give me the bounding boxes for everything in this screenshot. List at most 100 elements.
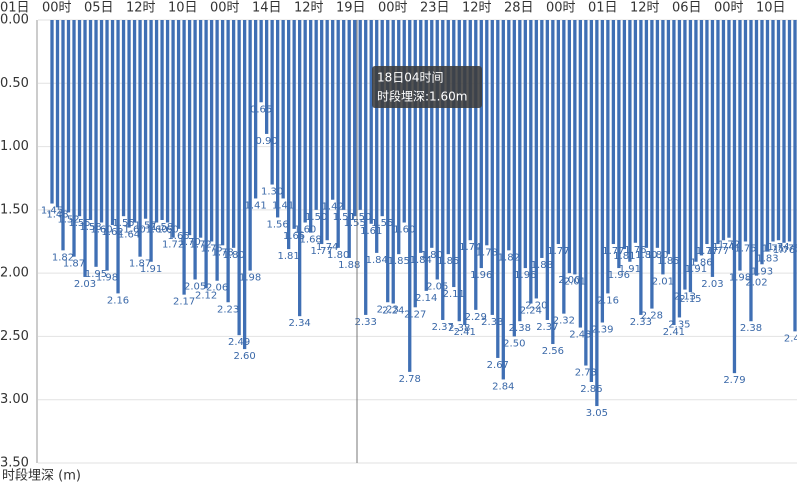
bar	[424, 20, 428, 291]
bar	[639, 20, 643, 315]
value-label: 1.60	[156, 225, 178, 236]
value-label: 1.58	[151, 222, 173, 233]
value-label: 2.35	[668, 319, 690, 330]
bar	[176, 20, 181, 229]
bar	[413, 20, 417, 308]
bar	[496, 20, 500, 358]
bar	[644, 20, 649, 248]
value-label: 2.15	[679, 294, 701, 305]
value-label: 1.84	[410, 255, 432, 266]
value-label: 2.33	[630, 317, 652, 328]
bar	[116, 20, 120, 294]
bar	[99, 20, 104, 223]
y-tick-label: 0.50	[0, 76, 29, 91]
value-label: 1.72	[162, 240, 184, 251]
value-label: 1.98	[239, 273, 261, 284]
value-label: 1.68	[300, 235, 322, 246]
value-label: 1.60	[145, 225, 167, 236]
value-label: 1.65	[283, 231, 305, 242]
bars	[50, 20, 797, 407]
value-label: 1.77	[311, 246, 333, 257]
value-label: 2.23	[217, 304, 239, 315]
value-label: 2.01	[652, 276, 674, 287]
x-tick-label: 01日	[588, 1, 618, 16]
bar	[303, 20, 307, 223]
value-label: 1.50	[349, 212, 371, 223]
value-label: 0.65	[250, 104, 272, 115]
bar	[551, 20, 555, 345]
value-label: 2.29	[465, 312, 487, 323]
value-label: 1.60	[123, 225, 145, 236]
bar	[298, 20, 302, 317]
bar	[66, 20, 71, 213]
bar	[264, 20, 269, 134]
bar	[242, 20, 247, 350]
value-label: 1.74	[316, 242, 338, 253]
value-label: 1.60	[393, 225, 415, 236]
value-label: 1.75	[734, 244, 756, 255]
bar	[529, 20, 533, 304]
value-label: 2.73	[575, 368, 597, 379]
value-label: 2.56	[542, 346, 564, 357]
bar	[705, 20, 709, 245]
bar	[782, 20, 786, 243]
bar	[655, 20, 660, 248]
bar	[738, 20, 742, 271]
value-label: 1.85	[437, 256, 459, 267]
value-label: 1.91	[685, 264, 707, 275]
value-label: 2.33	[481, 317, 503, 328]
value-label: 1.62	[101, 227, 123, 238]
bar	[776, 20, 781, 241]
value-label: 1.91	[619, 264, 641, 275]
bar	[672, 20, 676, 326]
value-label: 2.20	[525, 300, 547, 311]
x-tick-label: 00时	[210, 1, 240, 16]
x-tick-label: 10日	[168, 1, 198, 16]
value-label: 1.60	[90, 225, 112, 236]
value-label: 1.85	[388, 256, 410, 267]
value-label: 1.76	[773, 245, 795, 256]
value-label: 2.46	[784, 333, 797, 344]
value-label: 1.83	[756, 254, 778, 265]
value-label: 1.85	[657, 256, 679, 267]
bar	[512, 20, 516, 337]
value-label: 2.39	[591, 325, 613, 336]
bar	[666, 20, 671, 255]
bar	[215, 20, 219, 281]
y-tick-label: 2.00	[0, 266, 29, 281]
value-label: 2.43	[569, 330, 591, 341]
bar	[187, 20, 192, 236]
bar	[485, 20, 489, 246]
bar	[441, 20, 445, 320]
bar	[468, 20, 472, 241]
value-label: 2.86	[580, 384, 602, 395]
value-label: 1.80	[222, 250, 244, 261]
bar	[699, 20, 704, 256]
bar	[584, 20, 588, 366]
bar	[518, 20, 522, 322]
bar	[573, 20, 577, 275]
y-tick-label: 1.50	[0, 202, 29, 217]
bar	[677, 20, 682, 318]
tooltip-box	[372, 66, 482, 108]
value-label: 1.72	[718, 240, 740, 251]
value-label: 2.78	[399, 374, 421, 385]
bar	[110, 20, 115, 226]
bar	[600, 20, 605, 323]
tooltip-title: 18日04时间	[377, 71, 444, 85]
bar	[165, 20, 170, 223]
bar	[589, 20, 594, 382]
value-label: 1.87	[129, 259, 151, 270]
value-label: 2.38	[740, 323, 762, 334]
value-label: 1.70	[178, 237, 200, 248]
x-tick-label: 12时	[294, 1, 324, 16]
bar	[683, 20, 687, 290]
bar	[474, 20, 478, 310]
bar	[397, 20, 401, 255]
value-label: 1.57	[134, 221, 156, 232]
value-label: 1.74	[712, 242, 734, 253]
bar	[545, 20, 549, 320]
bar	[193, 20, 197, 280]
bar	[72, 20, 76, 257]
value-label: 2.05	[426, 281, 448, 292]
